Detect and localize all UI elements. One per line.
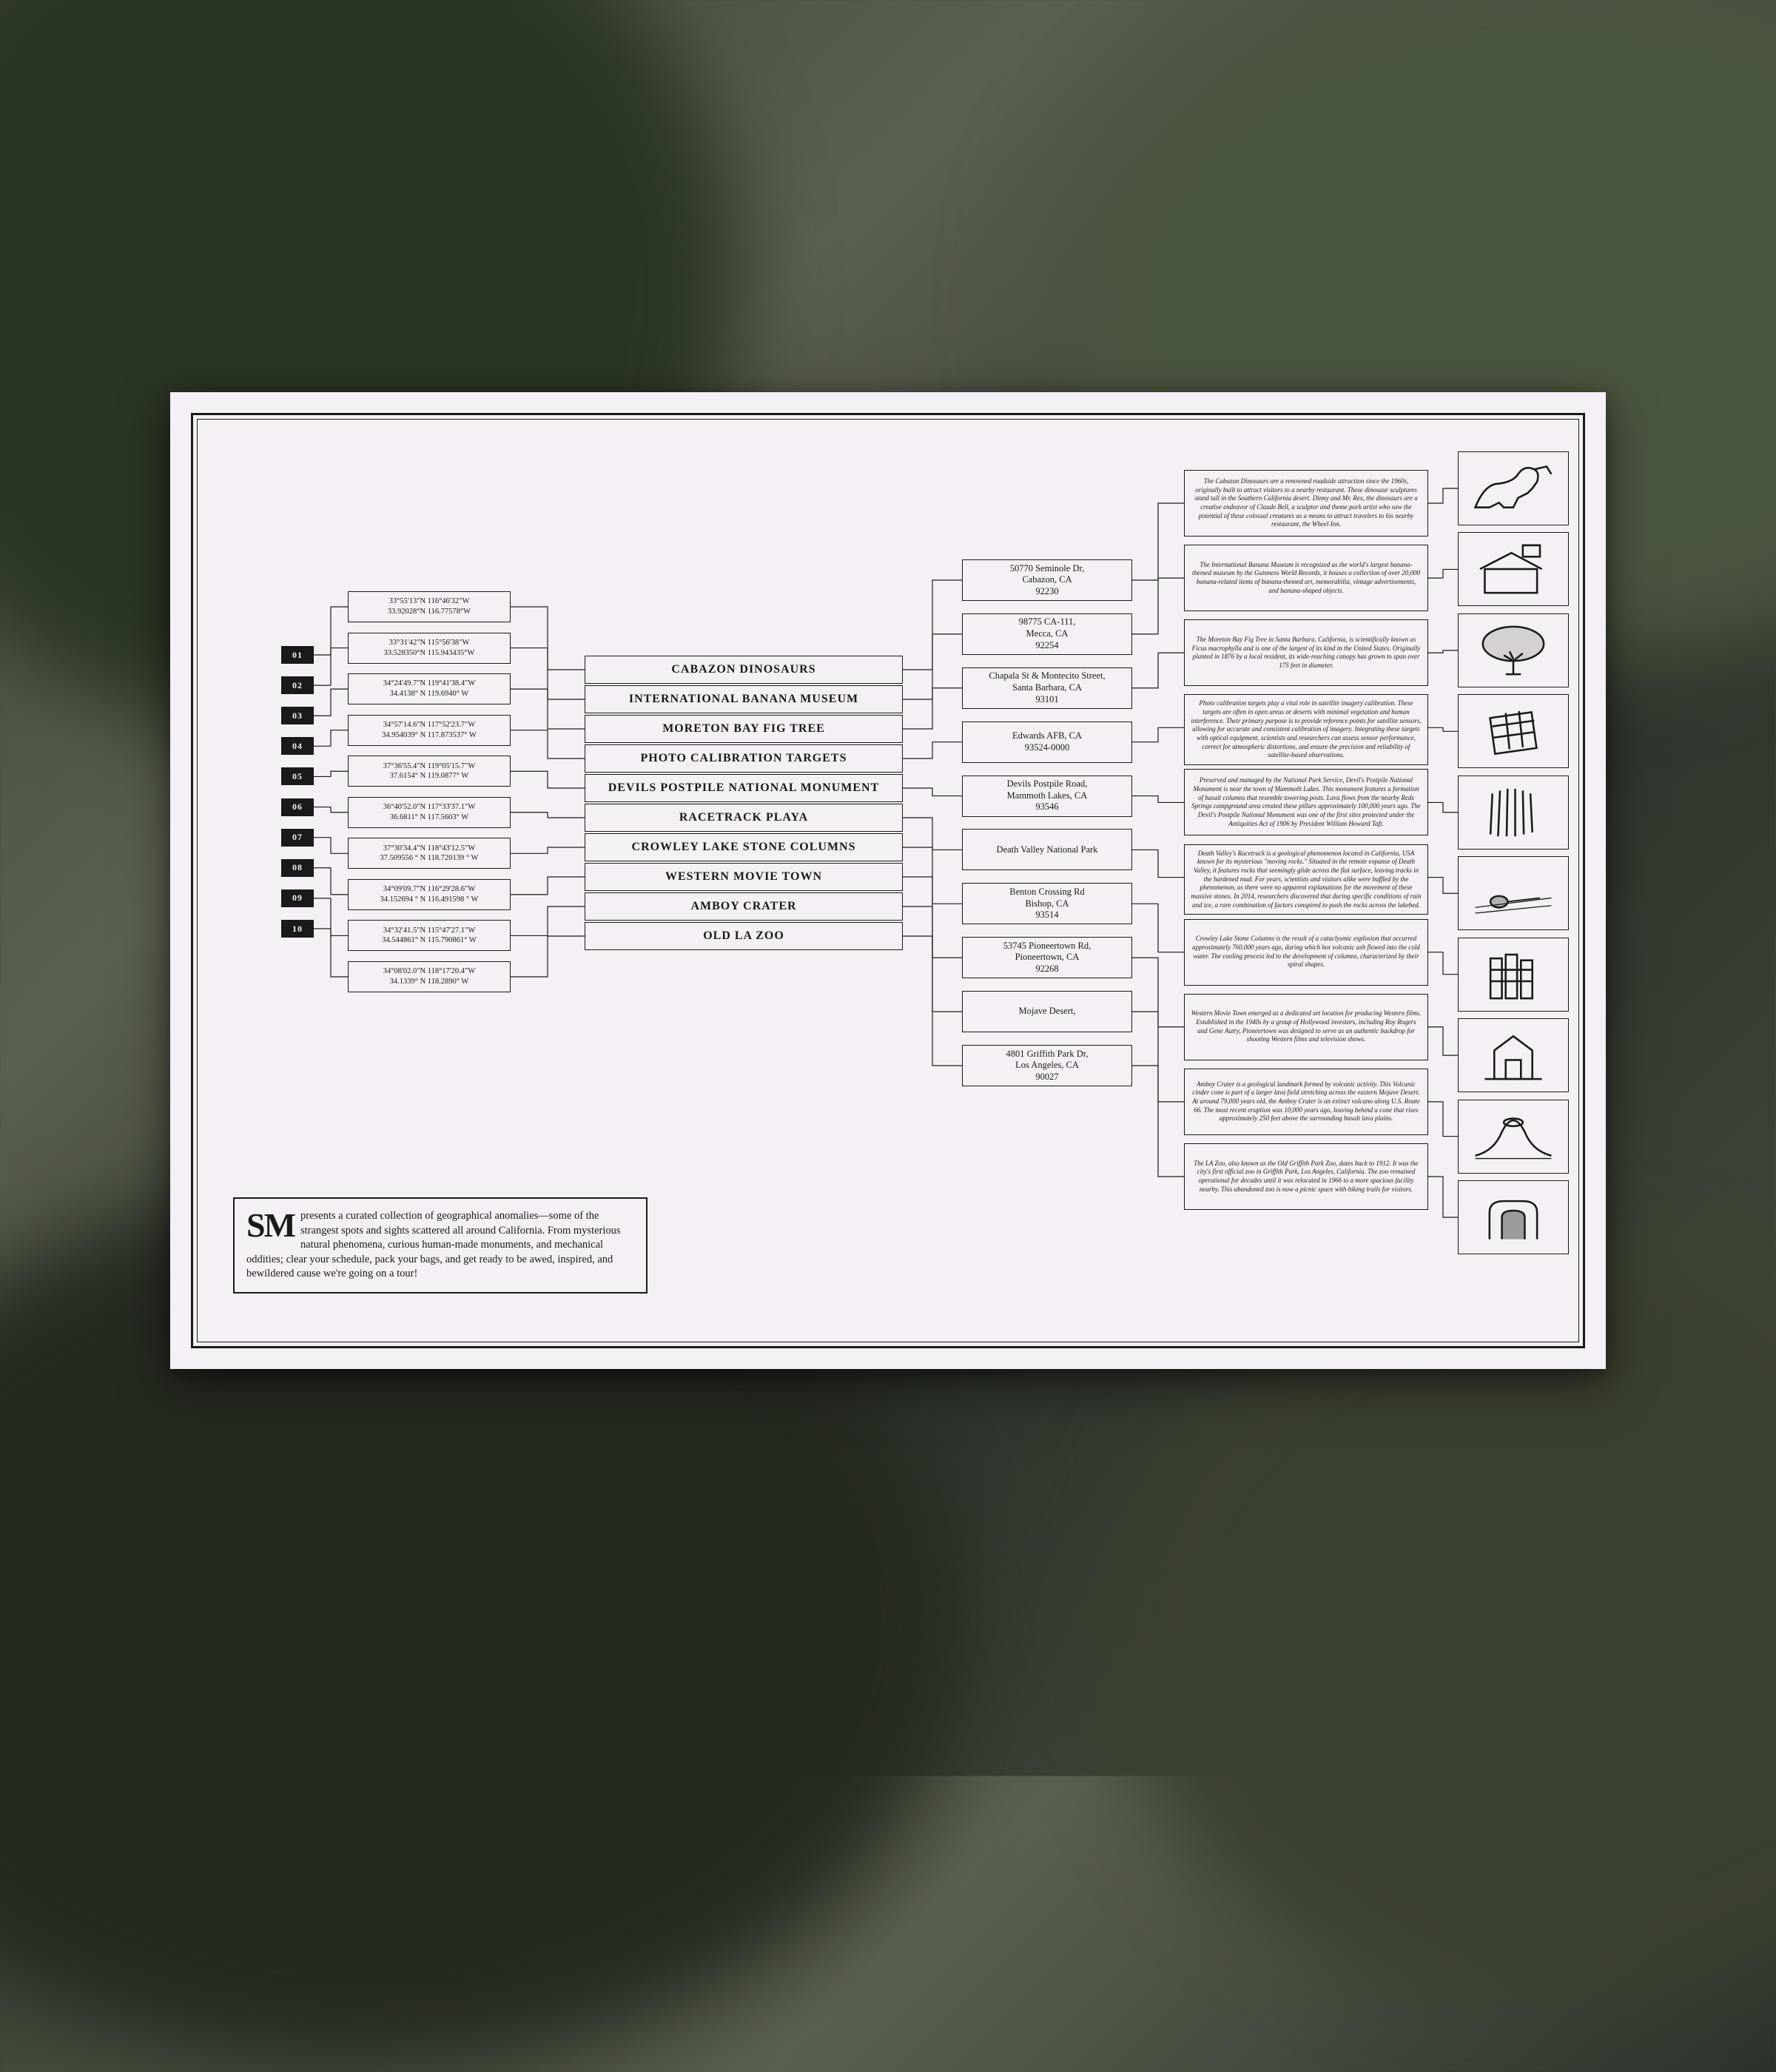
- thumbnail-posts: [1458, 776, 1569, 850]
- description-box: Death Valley's Racetrack is a geological…: [1184, 844, 1428, 915]
- location-name: PHOTO CALIBRATION TARGETS: [585, 744, 903, 773]
- row-number: 10: [281, 920, 314, 938]
- row-number: 01: [281, 646, 314, 664]
- row-number: 09: [281, 889, 314, 907]
- row-number: 03: [281, 707, 314, 724]
- thumbnail-grid: [1458, 694, 1569, 768]
- address-box: Chapala St & Montecito Street,Santa Barb…: [962, 667, 1132, 709]
- thumbnail-rock: [1458, 856, 1569, 930]
- address-box: 98775 CA-111,Mecca, CA92254: [962, 613, 1132, 655]
- address-box: 50770 Seminole Dr,Cabazon, CA92230: [962, 559, 1132, 601]
- coordinates-box: 33°31'42"N 115°56'38"W33.528350°N 115.94…: [348, 633, 511, 664]
- location-name: DEVILS POSTPILE NATIONAL MONUMENT: [585, 774, 903, 802]
- coordinates-box: 34°57'14.6"N 117°52'23.7"W34.954039° N 1…: [348, 715, 511, 746]
- address-box: Benton Crossing RdBishop, CA93514: [962, 883, 1132, 924]
- description-box: Photo calibration targets play a vital r…: [1184, 694, 1428, 765]
- location-name: OLD LA ZOO: [585, 922, 903, 950]
- thumbnail-cave: [1458, 1180, 1569, 1254]
- thumbnail-hut: [1458, 532, 1569, 606]
- coordinates-box: 34°24'49.7"N 119°41'38.4"W34.4138° N 119…: [348, 673, 511, 704]
- row-number: 07: [281, 829, 314, 847]
- intro-initials: SM: [246, 1211, 295, 1240]
- row-number: 02: [281, 676, 314, 694]
- coordinates-box: 34°32'41.5"N 115°47'27.1"W34.544861° N 1…: [348, 920, 511, 951]
- coordinates-box: 33°55'13"N 116°46'32"W33.92028°N 116.775…: [348, 591, 511, 622]
- description-box: Amboy Crater is a geological landmark fo…: [1184, 1069, 1428, 1135]
- thumbnail-columns: [1458, 938, 1569, 1012]
- thumbnail-crater: [1458, 1100, 1569, 1174]
- coordinates-box: 37°36'55.4"N 119°05'15.7"W37.6154° N 119…: [348, 756, 511, 787]
- row-number: 06: [281, 798, 314, 816]
- address-box: 4801 Griffith Park Dr,Los Angeles, CA900…: [962, 1045, 1132, 1086]
- coordinates-box: 36°40'52.0"N 117°33'37.1"W36.6811° N 117…: [348, 797, 511, 828]
- row-number: 05: [281, 767, 314, 785]
- address-box: Mojave Desert,: [962, 991, 1132, 1032]
- description-box: Preserved and managed by the National Pa…: [1184, 769, 1428, 835]
- address-box: Edwards AFB, CA93524-0000: [962, 722, 1132, 763]
- row-number: 08: [281, 859, 314, 877]
- description-box: The International Banana Museum is recog…: [1184, 545, 1428, 611]
- location-name: MORETON BAY FIG TREE: [585, 715, 903, 743]
- coordinates-box: 34°09'09.7"N 116°29'28.6"W34.152694 ° N …: [348, 879, 511, 910]
- address-box: Devils Postpile Road,Mammoth Lakes, CA93…: [962, 776, 1132, 817]
- location-name: AMBOY CRATER: [585, 892, 903, 921]
- address-box: Death Valley National Park: [962, 829, 1132, 870]
- thumbnail-tree: [1458, 613, 1569, 687]
- description-box: The Cabazon Dinosaurs are a renowned roa…: [1184, 470, 1428, 536]
- location-name: RACETRACK PLAYA: [585, 804, 903, 832]
- location-name: CABAZON DINOSAURS: [585, 656, 903, 684]
- description-box: The LA Zoo, also known as the Old Griffi…: [1184, 1143, 1428, 1210]
- thumbnail-barn: [1458, 1018, 1569, 1092]
- location-name: WESTERN MOVIE TOWN: [585, 863, 903, 891]
- intro-text: presents a curated collection of geograp…: [246, 1210, 621, 1279]
- coordinates-box: 34°08'02.0"N 118°17'20.4"W34.1339° N 118…: [348, 961, 511, 992]
- thumbnail-dino: [1458, 451, 1569, 525]
- description-box: The Moreton Bay Fig Tree in Santa Barbar…: [1184, 619, 1428, 686]
- coordinates-box: 37°30'34.4"N 118°43'12.5"W37.509556 ° N …: [348, 838, 511, 869]
- address-box: 53745 Pioneertown Rd,Pioneertown, CA9226…: [962, 937, 1132, 978]
- description-box: Crowley Lake Stone Columns is the result…: [1184, 919, 1428, 986]
- location-name: CROWLEY LAKE STONE COLUMNS: [585, 833, 903, 861]
- row-number: 04: [281, 737, 314, 755]
- intro-box: SM presents a curated collection of geog…: [233, 1197, 648, 1294]
- poster-sheet: 01 33°55'13"N 116°46'32"W33.92028°N 116.7…: [170, 392, 1606, 1369]
- description-box: Western Movie Town emerged as a dedicate…: [1184, 994, 1428, 1060]
- location-name: INTERNATIONAL BANANA MUSEUM: [585, 685, 903, 713]
